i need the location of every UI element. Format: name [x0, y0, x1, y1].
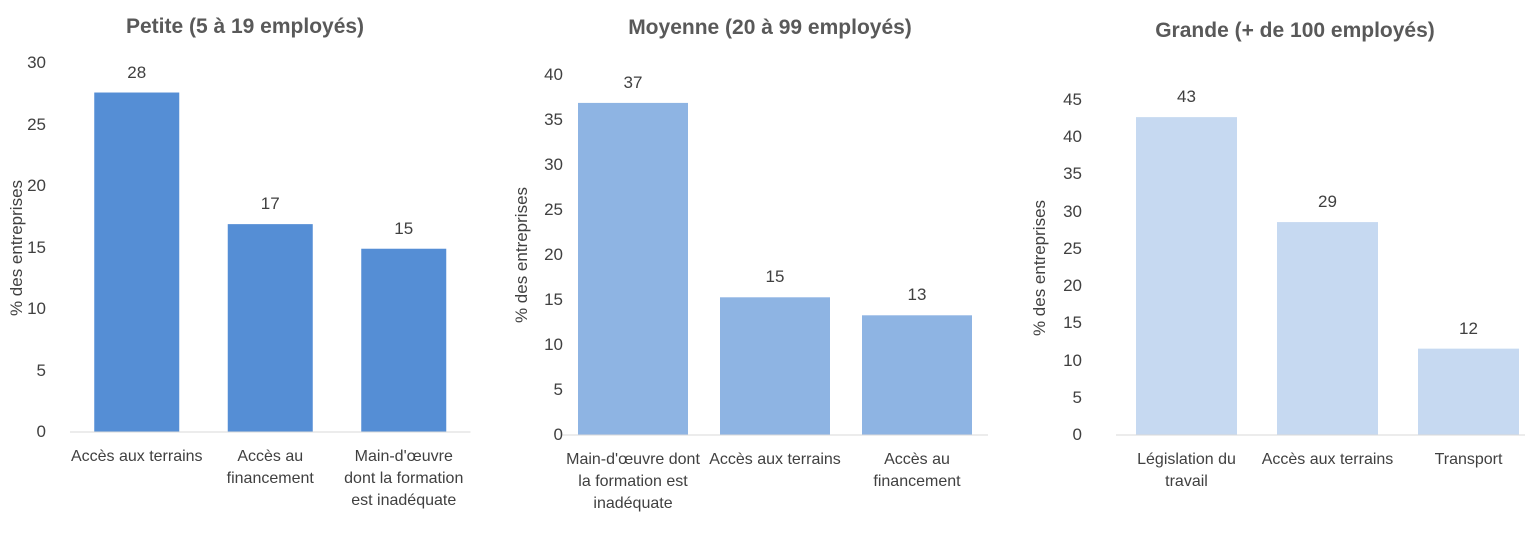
y-tick-label: 30 — [1063, 201, 1082, 221]
y-tick-label: 10 — [27, 299, 46, 318]
y-axis-title: % des entreprises — [7, 179, 26, 316]
value-label: 13 — [907, 285, 927, 305]
bar — [361, 248, 447, 432]
y-tick-label: 15 — [1063, 313, 1082, 333]
bar — [578, 102, 688, 436]
x-tick-label: Main-d'œuvre dont la formation est inadé… — [344, 448, 464, 509]
y-tick-label: 30 — [544, 155, 563, 174]
y-axis-title: % des entreprises — [512, 186, 531, 324]
bar — [1418, 348, 1519, 435]
y-tick-label: 0 — [553, 425, 563, 444]
bar — [94, 92, 180, 433]
value-label: 17 — [260, 194, 280, 214]
bar — [1136, 117, 1237, 435]
y-tick-label: 15 — [544, 290, 563, 309]
x-tick-label: Accès aux terrains — [1261, 451, 1394, 468]
y-tick-label: 10 — [544, 335, 563, 354]
chart-title: Grande (+ de 100 employés) — [1155, 19, 1435, 42]
y-axis-title: % des entreprises — [1030, 199, 1049, 336]
value-label: 15 — [394, 218, 414, 238]
y-tick-label: 20 — [27, 176, 46, 195]
x-tick-label: Accès aux terrains — [70, 448, 203, 465]
x-tick-label: Transport — [1434, 451, 1503, 468]
bar — [720, 297, 830, 435]
value-label: 12 — [1459, 318, 1478, 338]
x-tick-label: Législation du travail — [1137, 451, 1236, 490]
y-tick-label: 15 — [27, 237, 46, 257]
y-tick-label: 10 — [1063, 350, 1082, 370]
y-tick-label: 0 — [1072, 425, 1082, 444]
bar — [227, 224, 313, 432]
x-tick-label: Accès au financement — [873, 451, 961, 490]
y-tick-label: 5 — [553, 380, 563, 399]
y-tick-label: 35 — [1063, 164, 1082, 184]
chart-title: Petite (5 à 19 employés) — [125, 15, 365, 38]
value-label: 28 — [127, 62, 147, 82]
x-tick-label: Accès au financement — [226, 448, 314, 487]
value-label: 29 — [1318, 192, 1337, 212]
y-tick-label: 40 — [1063, 127, 1082, 147]
y-tick-label: 25 — [544, 200, 563, 219]
y-tick-label: 5 — [36, 360, 46, 380]
y-tick-label: 0 — [36, 422, 46, 441]
y-tick-label: 25 — [1063, 238, 1082, 258]
y-tick-label: 25 — [27, 114, 46, 134]
bar — [1277, 222, 1378, 435]
y-tick-label: 20 — [1063, 276, 1082, 296]
y-tick-label: 5 — [1072, 387, 1082, 407]
x-tick-label: Accès aux terrains — [709, 451, 841, 468]
value-label: 15 — [765, 267, 785, 287]
value-label: 37 — [623, 72, 643, 92]
y-tick-label: 45 — [1063, 90, 1082, 109]
y-tick-label: 20 — [544, 245, 563, 264]
value-label: 43 — [1177, 87, 1196, 107]
y-tick-label: 40 — [544, 65, 563, 84]
chart-title: Moyenne (20 à 99 employés) — [628, 16, 912, 39]
x-tick-label: Main-d'œuvre dont la formation est inadé… — [566, 451, 700, 512]
y-tick-label: 35 — [544, 110, 563, 129]
y-tick-label: 30 — [27, 53, 46, 72]
bar — [862, 315, 972, 435]
